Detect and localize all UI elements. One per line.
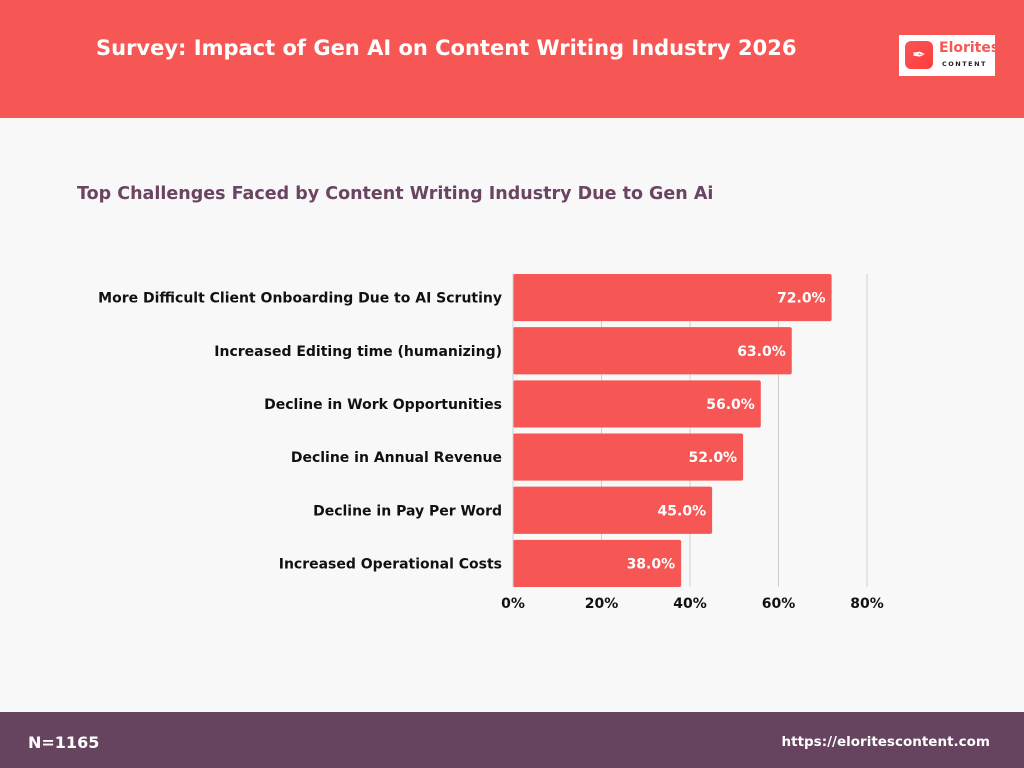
- bar: [513, 327, 792, 375]
- bar: [513, 539, 682, 587]
- pen-nib-icon: ✒: [905, 41, 933, 69]
- bar: [513, 486, 713, 534]
- page-title: Survey: Impact of Gen AI on Content Writ…: [96, 36, 797, 60]
- logo: ✒ Elorites CONTENT: [899, 35, 999, 76]
- logo-sub: CONTENT: [942, 60, 987, 68]
- bar: [513, 274, 832, 322]
- data-label: 72.0%: [777, 291, 826, 307]
- x-tick-label: 40%: [673, 596, 707, 612]
- category-label: Decline in Annual Revenue: [291, 450, 502, 466]
- sample-size: N=1165: [28, 733, 100, 752]
- data-label: 52.0%: [689, 450, 738, 466]
- category-label: Decline in Pay Per Word: [313, 503, 502, 519]
- bar: [513, 380, 761, 428]
- website-link[interactable]: https://eloritescontent.com: [781, 734, 991, 750]
- header-banner: Survey: Impact of Gen AI on Content Writ…: [0, 0, 1024, 118]
- category-label: Increased Operational Costs: [279, 556, 502, 572]
- x-tick-label: 20%: [585, 596, 619, 612]
- chart-title: Top Challenges Faced by Content Writing …: [77, 184, 714, 204]
- data-label: 45.0%: [658, 503, 707, 519]
- data-label: 63.0%: [737, 344, 786, 360]
- category-label: More Difficult Client Onboarding Due to …: [98, 291, 502, 307]
- bar: [513, 433, 744, 481]
- data-label: 56.0%: [706, 397, 755, 413]
- category-label: Decline in Work Opportunities: [264, 397, 502, 413]
- category-label: Increased Editing time (humanizing): [214, 344, 502, 360]
- logo-name: Elorites: [939, 40, 1000, 56]
- data-label: 38.0%: [627, 556, 676, 572]
- x-tick-label: 0%: [501, 596, 525, 612]
- x-tick-label: 80%: [850, 596, 884, 612]
- footer: N=1165 https://eloritescontent.com: [0, 712, 1024, 768]
- x-tick-label: 60%: [762, 596, 796, 612]
